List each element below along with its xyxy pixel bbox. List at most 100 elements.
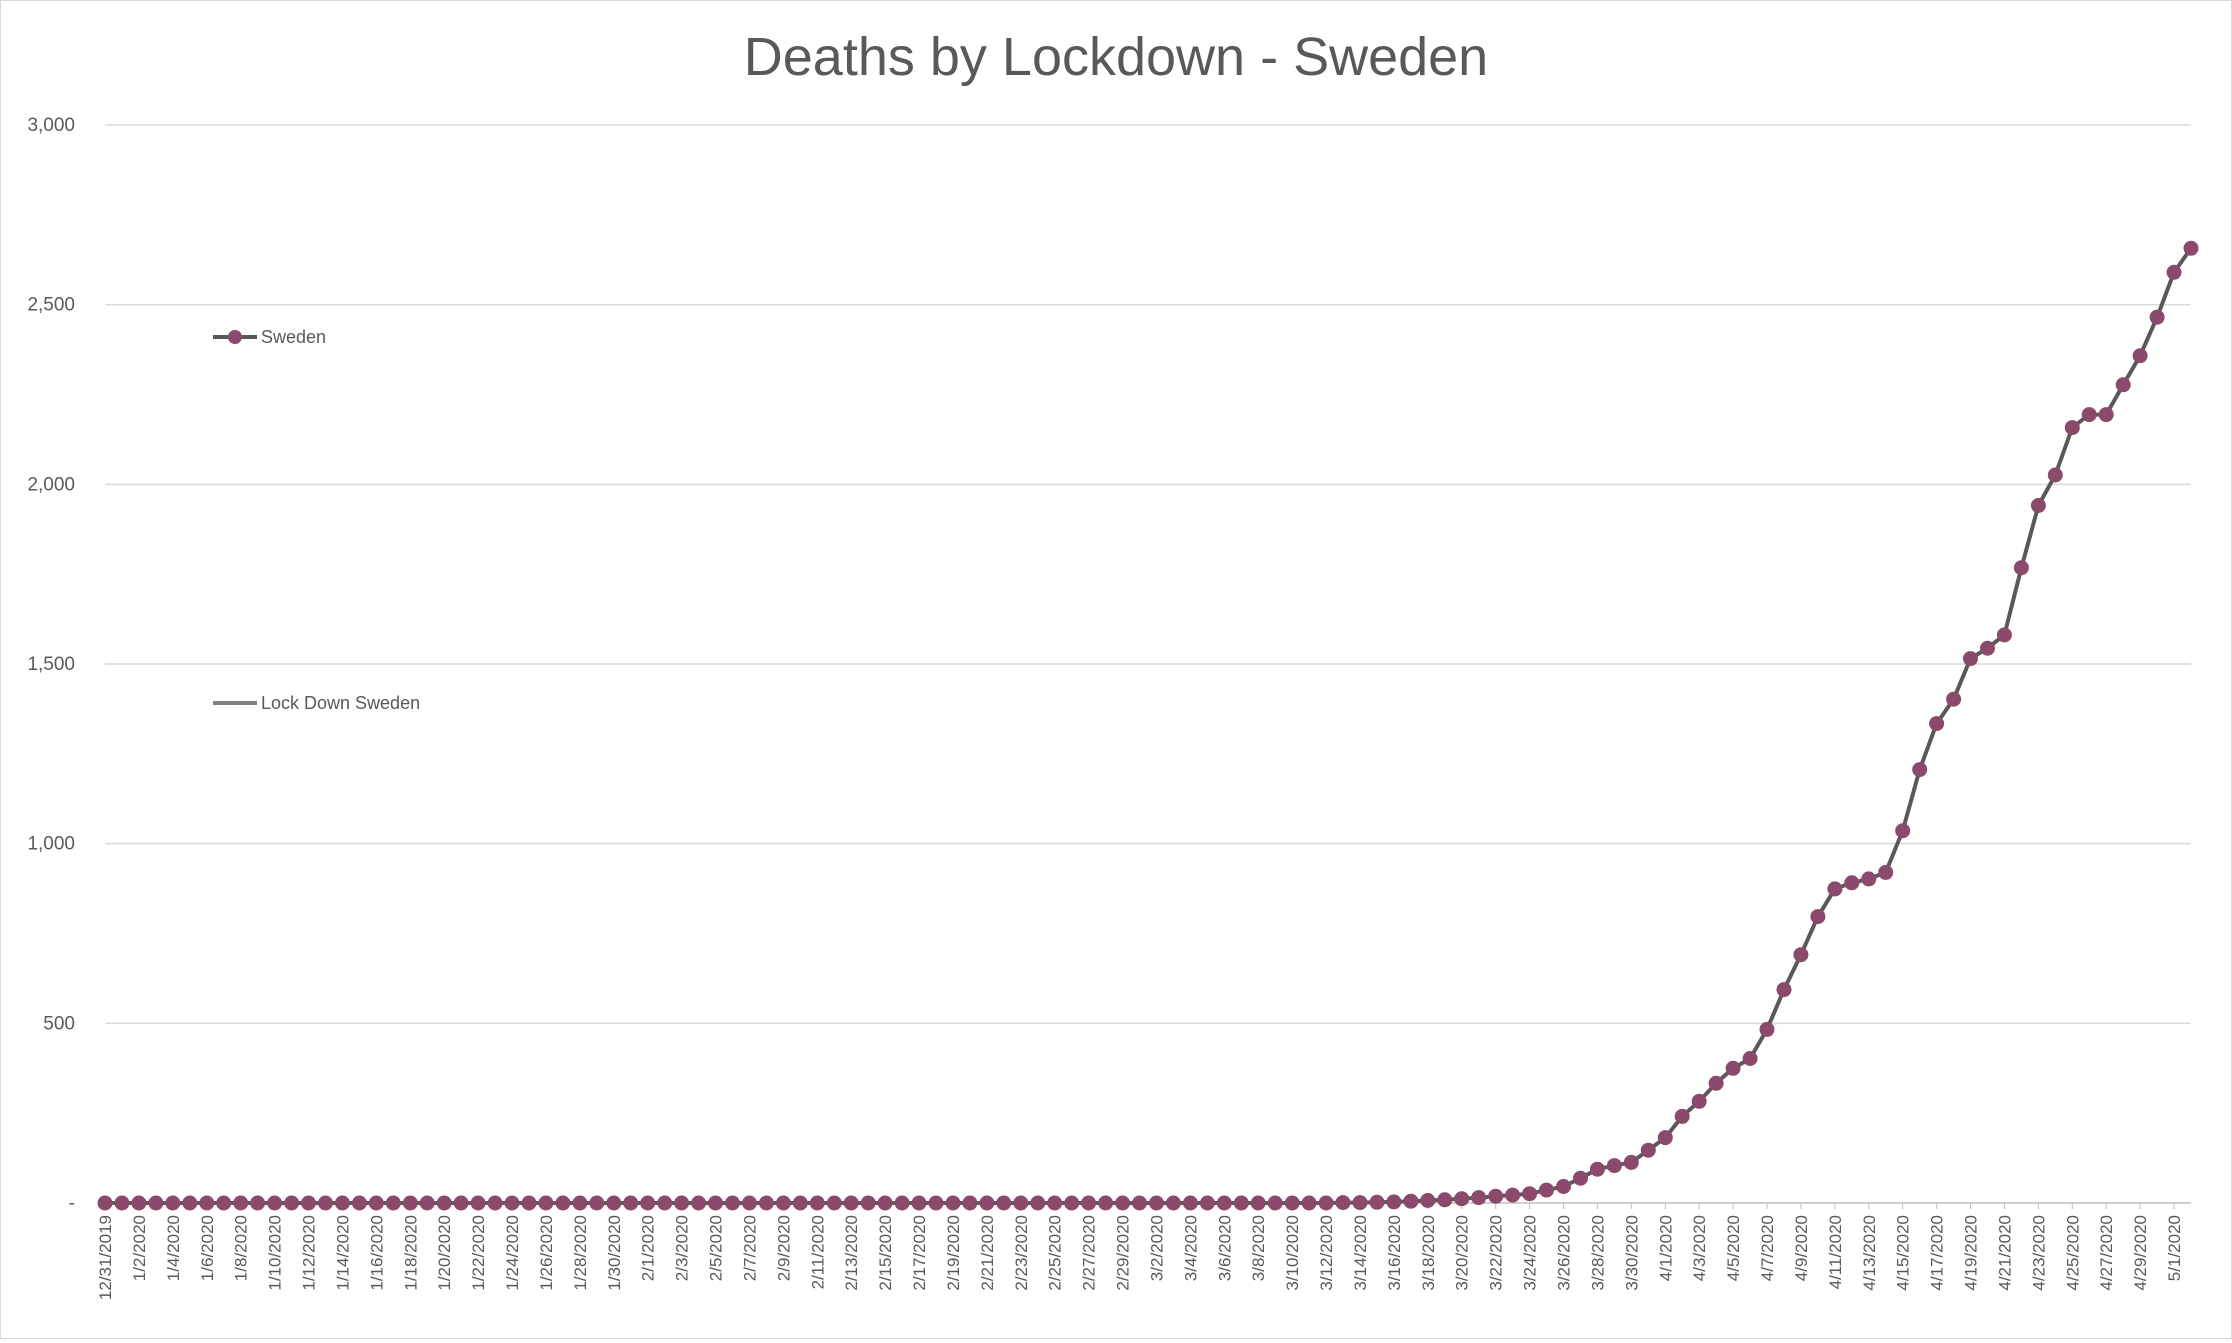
data-point [1267, 1195, 1283, 1211]
data-point [1844, 875, 1860, 891]
data-point [1623, 1154, 1639, 1170]
data-point [1301, 1195, 1317, 1211]
data-point [2047, 467, 2063, 483]
legend-marker-sweden [228, 330, 242, 344]
x-tick-label: 3/14/2020 [1351, 1215, 1370, 1291]
x-tick-label: 1/4/2020 [164, 1215, 183, 1281]
data-point [1556, 1179, 1571, 1194]
data-point [1929, 716, 1945, 732]
x-tick-label: 1/18/2020 [401, 1215, 420, 1291]
x-tick-label: 4/5/2020 [1724, 1215, 1743, 1281]
data-point [402, 1195, 418, 1211]
x-tick-label: 1/10/2020 [266, 1215, 285, 1291]
data-point [623, 1195, 639, 1211]
data-point [487, 1195, 503, 1211]
x-tick-label: 2/25/2020 [1046, 1215, 1065, 1291]
data-point [1539, 1182, 1554, 1198]
x-tick-label: 2/7/2020 [740, 1215, 759, 1281]
data-point [351, 1195, 367, 1211]
x-tick-label: 1/6/2020 [198, 1215, 217, 1281]
x-tick-label: 3/30/2020 [1622, 1215, 1641, 1291]
data-point [2081, 407, 2097, 423]
data-point [640, 1195, 656, 1211]
data-point [2030, 498, 2046, 513]
data-point [2013, 560, 2029, 576]
data-point [470, 1195, 486, 1211]
data-point [928, 1195, 944, 1211]
x-tick-label: 3/4/2020 [1181, 1215, 1200, 1281]
data-point [1369, 1194, 1385, 1210]
x-tick-label: 3/12/2020 [1317, 1215, 1336, 1291]
data-point [742, 1195, 757, 1211]
data-point [334, 1195, 350, 1211]
data-point [606, 1195, 622, 1211]
data-point [2098, 407, 2114, 423]
x-tick-label: 3/28/2020 [1588, 1215, 1607, 1291]
data-point [589, 1195, 605, 1211]
data-point [1437, 1192, 1453, 1208]
x-axis: 12/31/2019 1/2/2020 1/4/2020 1/6/2020 1/8/20… [96, 1203, 2184, 1300]
data-point [250, 1195, 266, 1211]
x-tick-label: 1/24/2020 [503, 1215, 522, 1291]
x-tick-label: 1/30/2020 [605, 1215, 624, 1291]
data-point [1996, 627, 2012, 643]
data-point [1115, 1195, 1131, 1211]
x-tick-label: 2/15/2020 [876, 1215, 895, 1291]
data-point [1573, 1170, 1588, 1186]
x-tick-label: 3/18/2020 [1419, 1215, 1438, 1291]
x-tick-label: 5/1/2020 [2165, 1215, 2184, 1281]
data-point [725, 1195, 740, 1211]
data-point [1505, 1187, 1521, 1203]
data-point [758, 1195, 774, 1211]
data-point [1199, 1195, 1215, 1211]
data-point [1165, 1195, 1181, 1211]
x-tick-label: 4/21/2020 [1995, 1215, 2014, 1291]
y-axis: - 500 1,000 1,500 2,000 2,500 3,000 [27, 115, 75, 1214]
data-point [1233, 1195, 1249, 1211]
data-point [826, 1195, 842, 1211]
data-point [521, 1195, 537, 1211]
data-point [1827, 881, 1843, 897]
data-point [809, 1195, 825, 1211]
data-point [1318, 1195, 1334, 1211]
data-point [1471, 1190, 1487, 1206]
data-point [2183, 240, 2199, 256]
data-point [2064, 420, 2080, 436]
x-tick-label: 2/11/2020 [808, 1215, 827, 1289]
data-point [1522, 1186, 1538, 1202]
x-tick-label: 1/28/2020 [571, 1215, 590, 1291]
data-point [1776, 982, 1792, 998]
x-tick-label: 1/16/2020 [367, 1215, 386, 1291]
data-point [1488, 1188, 1504, 1204]
x-tick-label: 4/25/2020 [2063, 1215, 2082, 1291]
data-point [1946, 691, 1962, 707]
data-point [1352, 1195, 1368, 1211]
data-point [436, 1195, 452, 1211]
x-tick-label: 2/17/2020 [910, 1215, 929, 1291]
data-point [131, 1195, 147, 1211]
data-point [267, 1195, 283, 1211]
data-point [945, 1195, 961, 1211]
data-point [1878, 864, 1894, 880]
data-point [775, 1195, 791, 1211]
x-tick-label: 2/23/2020 [1012, 1215, 1031, 1291]
data-point [1742, 1051, 1758, 1066]
data-point [1793, 947, 1809, 963]
x-tick-label: 1/2/2020 [130, 1215, 149, 1281]
data-point [555, 1195, 571, 1211]
x-tick-label: 2/5/2020 [707, 1215, 726, 1281]
data-point [1963, 651, 1978, 667]
data-point [860, 1195, 876, 1211]
x-tick-label: 1/20/2020 [435, 1215, 454, 1291]
data-point [1725, 1060, 1741, 1076]
data-point [1895, 823, 1911, 839]
x-tick-label: 2/19/2020 [944, 1215, 963, 1291]
data-point [165, 1195, 181, 1211]
data-point [2132, 348, 2148, 364]
data-point [368, 1195, 384, 1211]
data-point [1081, 1195, 1097, 1211]
data-point [979, 1195, 995, 1211]
data-point [962, 1195, 978, 1211]
x-tick-label: 4/1/2020 [1656, 1215, 1675, 1281]
